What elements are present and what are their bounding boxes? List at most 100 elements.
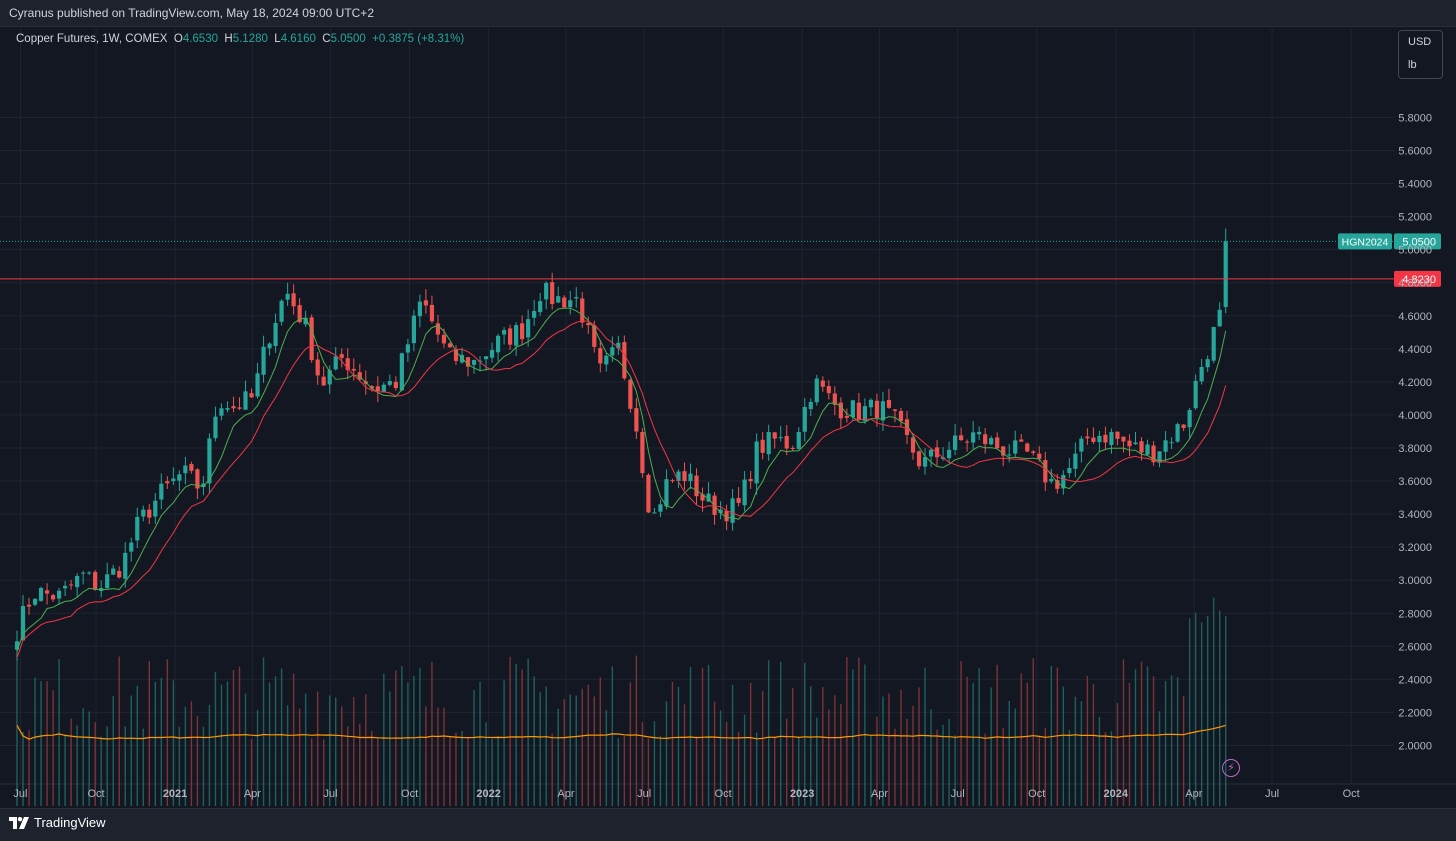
candle-body <box>315 359 320 376</box>
candle-body <box>399 353 404 391</box>
candle-body <box>369 385 374 389</box>
candle-body <box>1013 440 1018 454</box>
candle-body <box>1151 445 1156 463</box>
candle-body <box>177 474 182 481</box>
x-tick-label: Jul <box>13 788 27 800</box>
candle-body <box>1055 480 1060 489</box>
candle-body <box>1085 436 1090 439</box>
last-price-badge <box>1394 233 1441 250</box>
x-tick-label: 2024 <box>1104 788 1129 800</box>
candle-body <box>501 330 507 335</box>
close-value: 5.0500 <box>330 33 366 45</box>
candle-body <box>1109 432 1114 445</box>
candle-body <box>844 415 849 418</box>
candle-body <box>141 509 146 517</box>
candle-body <box>495 335 501 353</box>
candle-body <box>646 474 651 513</box>
candle-body <box>640 432 645 474</box>
candle-body <box>946 449 952 459</box>
candle-body <box>616 342 621 349</box>
tradingview-icon <box>9 816 29 829</box>
candle-body <box>989 438 994 445</box>
candle-body <box>441 334 447 344</box>
time-axis[interactable]: Jul Oct 2021 Apr Jul Oct 2022 Apr Jul Oct 2023 Apr J… <box>13 788 1359 800</box>
lightning-icon[interactable]: ⚡ <box>1222 759 1240 777</box>
candle-body <box>285 293 290 300</box>
price-axis[interactable]: 5.8000 5.6000 5.4000 5.2000 5.0000 4.8000 4.60… <box>1398 112 1432 752</box>
candle-body <box>772 432 777 439</box>
volume-bars <box>16 597 1227 806</box>
published-text: Cyranus published on TradingView.com, Ma… <box>9 6 374 20</box>
candle-body <box>339 354 344 358</box>
candle-body <box>520 323 525 340</box>
candle-body <box>1121 436 1126 442</box>
candle-body <box>550 282 555 304</box>
candle-body <box>237 407 242 409</box>
price-levels: 4.8230 HGN2024 5.0500 <box>0 233 1441 287</box>
candle-body <box>123 552 128 579</box>
candle-body <box>874 400 880 419</box>
unit-label[interactable]: lb <box>1408 59 1417 71</box>
y-tick-label: 4.0000 <box>1398 410 1432 422</box>
y-tick-label: 3.0000 <box>1398 575 1432 587</box>
candle-body <box>1199 366 1204 382</box>
y-tick-label: 2.4000 <box>1398 674 1432 686</box>
candle-body <box>670 480 675 482</box>
candle-body <box>814 378 819 403</box>
x-tick-label: Jul <box>1265 788 1279 800</box>
candle-body <box>664 479 669 507</box>
candle-body <box>1181 424 1186 429</box>
candle-body <box>297 305 302 323</box>
candle-body <box>820 380 825 387</box>
y-tick-label: 4.6000 <box>1398 311 1432 323</box>
tradingview-brand: TradingView <box>34 815 106 830</box>
x-tick-label: Oct <box>1028 788 1045 800</box>
candle-body <box>959 435 964 441</box>
moving-averages <box>16 307 1227 659</box>
candle-body <box>544 282 549 300</box>
candle-body <box>802 406 807 432</box>
tradingview-logo[interactable]: TradingView <box>9 815 106 830</box>
candle-body <box>634 408 639 432</box>
candle-body <box>718 509 723 513</box>
candle-body <box>916 451 922 467</box>
candle-body <box>1019 439 1024 442</box>
candle-body <box>892 409 898 411</box>
candle-body <box>225 408 230 410</box>
candle-body <box>1061 474 1066 489</box>
candle-body <box>345 358 350 371</box>
candle-body <box>291 293 296 307</box>
candle-body <box>171 478 176 482</box>
volume-ma-line <box>16 724 1226 740</box>
currency-label[interactable]: USD <box>1408 36 1432 48</box>
x-tick-label: 2022 <box>476 788 500 800</box>
candle-body <box>279 300 284 322</box>
candle-body <box>375 386 380 392</box>
candle-body <box>700 494 705 501</box>
candle-body <box>538 301 543 313</box>
x-tick-label: Apr <box>557 788 574 800</box>
y-tick-label: 4.4000 <box>1398 344 1432 356</box>
candle-body <box>1007 454 1012 456</box>
candle-body <box>910 437 916 453</box>
candle-body <box>682 471 687 481</box>
candle-body <box>20 606 26 641</box>
candle-body <box>393 381 398 389</box>
candle-body <box>1115 431 1120 439</box>
last-price-label: 5.0500 <box>1402 236 1436 248</box>
candle-body <box>1193 380 1198 409</box>
candle-body <box>243 391 248 410</box>
candle-body <box>1001 446 1006 456</box>
candle-body <box>351 368 356 371</box>
open-value: 4.6530 <box>182 33 218 45</box>
candle-body <box>1067 468 1072 474</box>
footer-bar <box>0 808 1456 841</box>
candle-body <box>159 483 164 500</box>
resistance-price-label: 4.8230 <box>1402 274 1436 286</box>
currency-unit-selector[interactable]: USD lb <box>1398 30 1443 79</box>
low-value: 4.6160 <box>280 33 316 45</box>
candle-body <box>592 325 597 347</box>
candle-body <box>586 323 591 326</box>
candle-body <box>1205 359 1210 368</box>
